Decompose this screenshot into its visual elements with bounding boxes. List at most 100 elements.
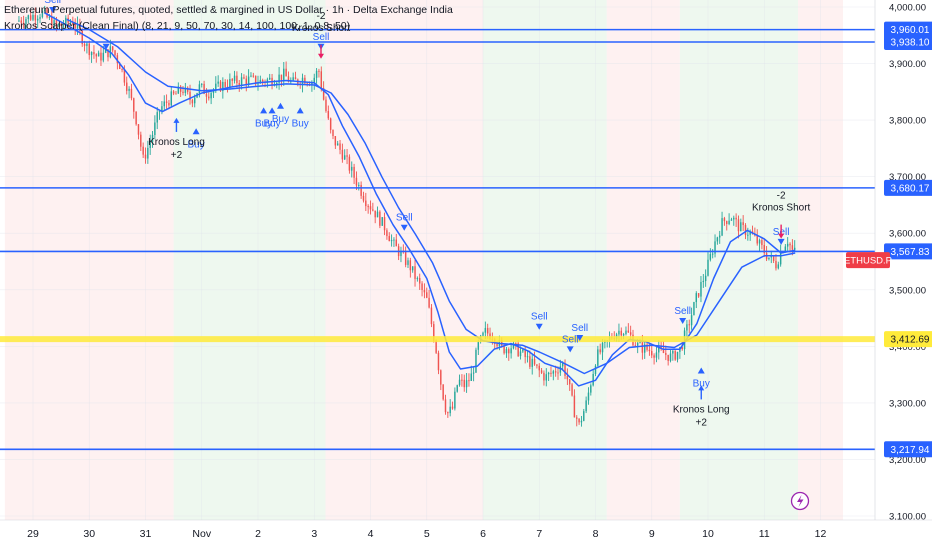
level-price-tag	[884, 34, 932, 51]
candle-body	[646, 344, 648, 350]
candle	[386, 228, 388, 240]
candle-body	[580, 420, 583, 423]
kronos-long-value: +2	[171, 150, 183, 161]
candle	[135, 111, 137, 126]
candle-body	[79, 23, 81, 31]
candle-body	[198, 84, 201, 94]
candle	[58, 22, 60, 28]
candle-body	[233, 75, 236, 81]
candle	[34, 7, 37, 29]
candle	[536, 364, 538, 369]
candle-body	[360, 184, 362, 196]
candle-body	[561, 363, 564, 367]
candle	[463, 374, 465, 392]
candle	[538, 363, 540, 378]
candle	[170, 86, 173, 107]
time-tick-label: 7	[536, 528, 542, 540]
candle	[566, 368, 569, 386]
candle-body	[121, 69, 123, 71]
candle-body	[526, 356, 529, 358]
candle-body	[430, 307, 433, 325]
candle	[22, 15, 25, 29]
candle-body	[594, 365, 597, 374]
candle	[444, 394, 447, 415]
candle	[693, 301, 695, 316]
candle-body	[735, 217, 737, 220]
candle	[716, 236, 719, 245]
time-tick-label: 9	[649, 528, 655, 540]
sell-signal-label: Sell	[674, 306, 691, 317]
candle	[573, 389, 576, 418]
candle-body	[353, 166, 355, 178]
candle-body	[400, 251, 402, 257]
candle	[43, 5, 46, 13]
candle	[718, 230, 721, 244]
buy-signal-arrow	[296, 107, 304, 114]
candle-body	[758, 240, 761, 244]
candle	[292, 72, 294, 82]
candle	[557, 366, 559, 380]
candle	[704, 269, 707, 287]
candle-body	[320, 71, 323, 89]
candle-body	[627, 330, 630, 333]
candle	[252, 72, 255, 78]
background-zone-short	[325, 0, 483, 520]
candle-body	[672, 350, 674, 354]
candle	[510, 345, 512, 359]
candle	[763, 238, 765, 258]
candle	[662, 341, 665, 354]
candle-body	[538, 365, 540, 371]
candle	[133, 97, 135, 119]
candle	[128, 86, 130, 99]
candle	[418, 273, 421, 290]
candle	[121, 68, 123, 73]
candle	[531, 353, 533, 375]
candle-body	[533, 358, 536, 365]
candle-body	[58, 23, 60, 26]
candle-body	[34, 14, 37, 21]
candle-body	[726, 221, 728, 224]
candle-body	[266, 79, 269, 83]
candle	[351, 161, 353, 178]
candle-body	[102, 52, 105, 61]
candle-body	[114, 50, 116, 56]
price-tick-label: 3,300.00	[889, 398, 926, 409]
candle-body	[566, 375, 569, 380]
candle-body	[116, 55, 119, 64]
candle-body	[451, 406, 454, 409]
candle-body	[53, 20, 55, 28]
candle	[599, 343, 601, 355]
candle-body	[126, 82, 128, 91]
candle-body	[508, 349, 510, 354]
candle-body	[777, 264, 780, 269]
candle-body	[149, 142, 151, 148]
candle-body	[329, 118, 332, 130]
time-tick-label: 8	[593, 528, 599, 540]
candle	[355, 171, 358, 191]
candle	[27, 14, 30, 24]
candle	[627, 323, 630, 334]
candle-body	[186, 87, 189, 92]
candle-body	[505, 349, 508, 354]
candle-body	[25, 19, 27, 25]
candle	[217, 75, 219, 87]
candle-body	[482, 332, 484, 336]
candle	[726, 220, 728, 231]
candle	[233, 70, 236, 84]
kronos-arrow-head	[318, 53, 324, 59]
candle-body	[395, 239, 398, 247]
candle-body	[107, 49, 109, 58]
level-price-tag-label: 3,567.83	[891, 247, 930, 258]
candle	[46, 6, 48, 19]
candle	[175, 91, 177, 95]
candle	[20, 16, 23, 27]
candle	[327, 105, 330, 120]
indicator-legend[interactable]: Kronos Scalper (Clean Final) (8, 21, 9, …	[4, 20, 351, 32]
candle	[140, 131, 142, 151]
candle-body	[238, 83, 240, 86]
candle	[172, 90, 175, 96]
candle	[578, 418, 580, 425]
candle	[313, 73, 315, 90]
